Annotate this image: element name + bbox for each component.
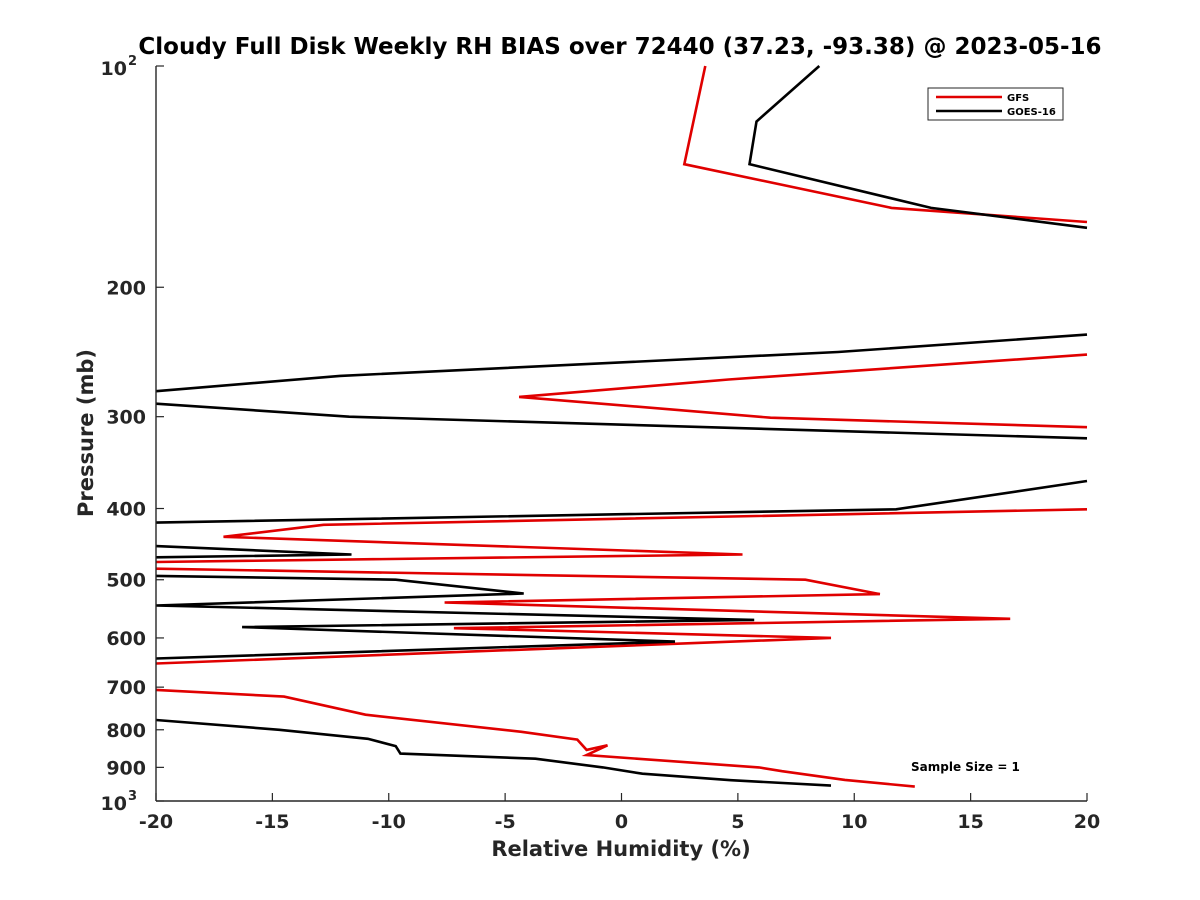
series-line-goes16 [155, 65, 1088, 787]
y-tick-label: 500 [106, 570, 146, 592]
x-tick-label: 10 [841, 811, 867, 833]
x-tick-label: 20 [1074, 811, 1100, 833]
series-line-gfs [155, 65, 1088, 788]
y-tick-label: 200 [106, 277, 146, 299]
legend-label-gfs: GFS [1007, 93, 1029, 104]
x-axis-label: Relative Humidity (%) [491, 837, 750, 861]
x-tick-label: -10 [372, 811, 406, 833]
legend-box [927, 87, 1064, 121]
sample-size-annotation: Sample Size = 1 [911, 760, 1020, 774]
x-tick-label: -20 [139, 811, 173, 833]
x-tick-label: -15 [255, 811, 289, 833]
x-tick-label: 5 [731, 811, 744, 833]
y-tick-exponent: 3 [128, 789, 137, 804]
y-tick-label: 700 [106, 677, 146, 699]
y-tick-exponent: 2 [128, 54, 137, 69]
y-tick-label: 10 [101, 793, 127, 815]
x-ticks: -20 -15 -10 -5 0 5 10 15 20 [139, 793, 1100, 833]
y-tick-label: 300 [106, 407, 146, 429]
x-tick-label: 0 [615, 811, 628, 833]
legend-label-goes16: GOES-16 [1007, 107, 1056, 118]
chart-title: Cloudy Full Disk Weekly RH BIAS over 724… [138, 34, 1101, 60]
y-tick-label: 900 [106, 757, 146, 779]
plot-lines [155, 65, 1088, 788]
y-tick-label: 600 [106, 628, 146, 650]
legend: GFS GOES-16 [927, 87, 1064, 121]
y-tick-label: 800 [106, 720, 146, 742]
y-axis-label: Pressure (mb) [74, 349, 98, 517]
x-tick-label: -5 [495, 811, 516, 833]
y-tick-label: 400 [106, 499, 146, 521]
x-tick-label: 15 [957, 811, 983, 833]
y-tick-label: 10 [101, 58, 127, 80]
